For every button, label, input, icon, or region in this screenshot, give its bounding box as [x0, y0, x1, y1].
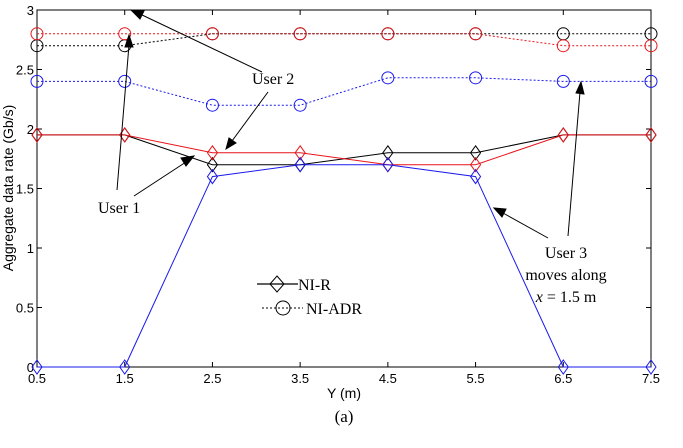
diamond-marker — [382, 156, 394, 173]
y-tick-label: 0 — [27, 360, 34, 375]
circle-marker — [30, 27, 44, 41]
x-tick-label: 3.5 — [291, 371, 309, 386]
circle-marker — [118, 74, 132, 88]
legend-marker-ni-adr — [275, 300, 291, 316]
diamond-marker — [645, 127, 657, 143]
annotation-user3-var: x — [535, 289, 543, 306]
circle-marker — [293, 98, 307, 112]
x-tick-label: 4.5 — [379, 371, 397, 386]
arrowhead-user1-a — [124, 33, 134, 48]
arrow-user1-a — [116, 44, 130, 191]
series-markers — [30, 27, 658, 375]
annotation-arrows — [116, 9, 585, 239]
axis-ticks: 00.511.522.530.5 1.5 2.5 3.5 4.5 5.5 6.5 7.5 — [16, 3, 660, 386]
circle-marker — [30, 74, 44, 88]
circle-marker — [293, 27, 307, 41]
diamond-marker — [31, 359, 43, 375]
diamond-marker — [206, 144, 219, 161]
series-line-4 — [37, 33, 651, 47]
diamond-marker — [557, 127, 569, 143]
y-tick-label: 3 — [27, 3, 34, 18]
y-tick-label: 2.5 — [16, 63, 34, 78]
y-axis-label: Aggregate data rate (Gb/s) — [0, 105, 16, 272]
series-line-2 — [37, 134, 651, 166]
circle-marker — [644, 74, 658, 88]
diamond-marker — [382, 144, 394, 161]
arrowhead-user3-a — [492, 207, 507, 218]
circle-marker — [556, 39, 570, 53]
circle-marker — [556, 74, 570, 88]
diamond-marker — [206, 168, 219, 185]
y-tick-label: 0.5 — [16, 301, 34, 316]
x-tick-label: 6.5 — [554, 371, 572, 386]
arrow-user2-a — [139, 13, 263, 73]
legend-label-ni-r: NI-R — [298, 277, 331, 294]
arrowhead-user1-b — [180, 155, 196, 167]
diamond-marker — [206, 156, 219, 173]
legend-label-ni-adr: NI-ADR — [306, 301, 362, 318]
arrowhead-user2-a — [129, 9, 145, 20]
annotation-user3-line3: x = 1.5 m — [535, 289, 597, 306]
diamond-marker — [469, 156, 482, 173]
circle-marker — [469, 71, 483, 85]
annotation-user3-line1: User 3 — [545, 245, 587, 262]
diamond-marker — [294, 156, 306, 173]
diamond-marker — [557, 359, 569, 375]
series-line-6 — [37, 77, 651, 106]
legend-marker-ni-r — [269, 275, 285, 293]
arrow-user3-b — [567, 91, 581, 237]
x-tick-label: 1.5 — [116, 371, 134, 386]
diamond-marker — [469, 168, 482, 185]
y-tick-label: 1.5 — [16, 182, 34, 197]
series-line-3 — [37, 164, 651, 368]
circle-marker — [205, 98, 219, 112]
diamond-marker — [119, 359, 131, 375]
arrowhead-user3-b — [575, 80, 585, 95]
diamond-marker — [645, 359, 657, 375]
annotation-user3-rest: = 1.5 m — [543, 289, 597, 306]
x-tick-label: 2.5 — [203, 371, 221, 386]
diamond-marker — [469, 144, 482, 161]
arrow-user3-a — [502, 212, 549, 239]
diamond-marker — [31, 127, 43, 143]
circle-marker — [381, 71, 395, 85]
y-tick-label: 1 — [27, 241, 34, 256]
annotation-user3-line2: moves along — [525, 267, 606, 284]
diamond-marker — [294, 144, 306, 161]
y-tick-label: 2 — [27, 122, 34, 137]
series-lines — [37, 33, 651, 368]
x-axis-label: Y (m) — [327, 385, 361, 401]
legend: NI-R NI-ADR — [257, 275, 362, 318]
annotation-user1: User 1 — [98, 200, 140, 217]
circle-marker — [469, 27, 483, 41]
x-tick-label: 5.5 — [467, 371, 485, 386]
figure-caption: (a) — [335, 407, 354, 426]
arrow-user1-b — [133, 161, 187, 197]
x-tick-label: 0.5 — [28, 371, 46, 386]
circle-marker — [118, 27, 132, 41]
annotation-user2: User 2 — [252, 71, 294, 88]
circle-marker — [381, 27, 395, 41]
circle-marker — [644, 39, 658, 53]
x-tick-label: 7.5 — [642, 371, 660, 386]
series-line-5 — [37, 33, 651, 47]
arrow-user2-b — [231, 91, 269, 142]
arrowhead-user2-b — [225, 137, 237, 151]
circle-marker — [205, 27, 219, 41]
